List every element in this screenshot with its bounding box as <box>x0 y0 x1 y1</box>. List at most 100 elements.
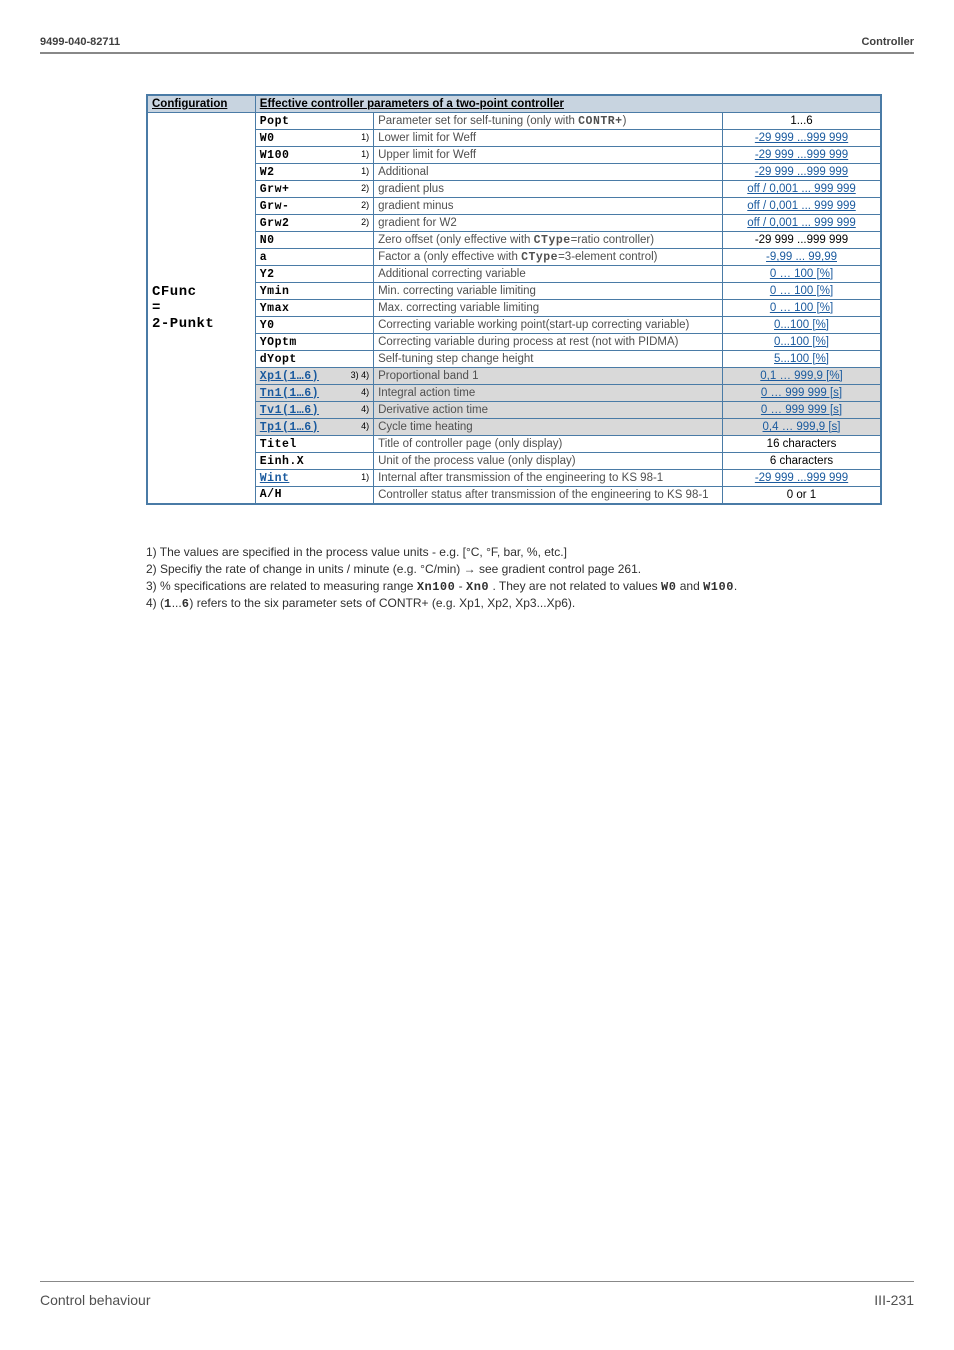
param-footnote-ref: 1) <box>361 472 369 482</box>
desc-cell: gradient for W2 <box>374 215 723 232</box>
param-footnote-ref: 4) <box>361 387 369 397</box>
param-code: Wint <box>260 472 290 485</box>
range-cell: -29 999 ...999 999 <box>723 470 881 487</box>
param-code: a <box>260 251 267 264</box>
range-cell: 0 … 100 [%] <box>723 300 881 317</box>
param-code: W0 <box>260 132 275 145</box>
param-code: dYopt <box>260 353 297 366</box>
param-code: Y0 <box>260 319 275 332</box>
param-cell: Wint 1) <box>255 470 373 487</box>
desc-cell: Upper limit for Weff <box>374 147 723 164</box>
param-code: W2 <box>260 166 275 179</box>
config-label-line: CFunc <box>152 284 251 300</box>
desc-cell: Max. correcting variable limiting <box>374 300 723 317</box>
note-4: 4) (1...6) refers to the six parameter s… <box>146 595 882 613</box>
desc-cell: Derivative action time <box>374 402 723 419</box>
param-code: Einh.X <box>260 455 304 468</box>
table-row: Y2Additional correcting variable0 … 100 … <box>147 266 881 283</box>
param-cell: Y0 <box>255 317 373 334</box>
header-left: 9499-040-82711 <box>40 36 120 48</box>
table-row: TitelTitle of controller page (only disp… <box>147 436 881 453</box>
page-footer: Control behaviour III-231 <box>40 1292 914 1308</box>
range-cell: 5...100 [%] <box>723 351 881 368</box>
param-code: Xp1(1…6) <box>260 370 319 383</box>
param-cell: Y2 <box>255 266 373 283</box>
desc-cell: Controller status after transmission of … <box>374 487 723 504</box>
param-cell: Tn1(1…6) 4) <box>255 385 373 402</box>
desc-cell: gradient plus <box>374 181 723 198</box>
footer-rule <box>40 1281 914 1282</box>
range-cell: off / 0,001 ... 999 999 <box>723 215 881 232</box>
range-cell: -29 999 ...999 999 <box>723 232 881 249</box>
table-row: YminMin. correcting variable limiting0 …… <box>147 283 881 300</box>
param-footnote-ref: 2) <box>361 183 369 193</box>
th-configuration: Configuration <box>147 95 255 113</box>
param-cell: Titel <box>255 436 373 453</box>
param-cell: Grw- 2) <box>255 198 373 215</box>
note-1: 1) The values are specified in the proce… <box>146 544 882 561</box>
table-row: N0Zero offset (only effective with CType… <box>147 232 881 249</box>
th-parameters: Effective controller parameters of a two… <box>255 95 881 113</box>
table-row: YOptm Correcting variable during process … <box>147 334 881 351</box>
range-cell: -29 999 ...999 999 <box>723 164 881 181</box>
table-row: Tn1(1…6) 4)Integral action time0 … 999 9… <box>147 385 881 402</box>
desc-cell: Unit of the process value (only display) <box>374 453 723 470</box>
desc-cell: Zero offset (only effective with CType=r… <box>374 232 723 249</box>
desc-cell: Title of controller page (only display) <box>374 436 723 453</box>
desc-cell: Internal after transmission of the engin… <box>374 470 723 487</box>
config-label-line: 2-Punkt <box>152 316 251 332</box>
desc-cell: Factor a (only effective with CType=3-el… <box>374 249 723 266</box>
param-code: W100 <box>260 149 290 162</box>
config-label-line: = <box>152 300 251 316</box>
controller-params-table: Configuration Effective controller param… <box>146 94 882 505</box>
param-cell: Grw+ 2) <box>255 181 373 198</box>
desc-cell: gradient minus <box>374 198 723 215</box>
config-cell: CFunc=2-Punkt <box>147 113 255 504</box>
note-3: 3) % specifications are related to measu… <box>146 578 882 596</box>
param-code: Popt <box>260 115 290 128</box>
header-rule <box>40 52 914 54</box>
range-cell: 0 … 999 999 [s] <box>723 402 881 419</box>
range-cell: 0 … 100 [%] <box>723 266 881 283</box>
desc-cell: Integral action time <box>374 385 723 402</box>
table-row: dYopt Self-tuning step change height5...1… <box>147 351 881 368</box>
range-cell: 16 characters <box>723 436 881 453</box>
range-cell: 1...6 <box>723 113 881 130</box>
param-footnote-ref: 1) <box>361 132 369 142</box>
param-cell: YOptm <box>255 334 373 351</box>
range-cell: -29 999 ...999 999 <box>723 147 881 164</box>
param-cell: Ymax <box>255 300 373 317</box>
param-code: YOptm <box>260 336 297 349</box>
table-row: Einh.X Unit of the process value (only di… <box>147 453 881 470</box>
desc-cell: Additional <box>374 164 723 181</box>
desc-cell: Parameter set for self-tuning (only with… <box>374 113 723 130</box>
footer-right: III-231 <box>874 1292 914 1308</box>
desc-cell: Cycle time heating <box>374 419 723 436</box>
param-cell: Tv1(1…6) 4) <box>255 402 373 419</box>
range-cell: 0,1 … 999,9 [%] <box>723 368 881 385</box>
table-row: A/H Controller status after transmission … <box>147 487 881 504</box>
range-cell: 6 characters <box>723 453 881 470</box>
param-code: Ymax <box>260 302 290 315</box>
param-cell: Tp1(1…6) 4) <box>255 419 373 436</box>
param-cell: N0 <box>255 232 373 249</box>
table-row: Ymax Max. correcting variable limiting0 …… <box>147 300 881 317</box>
table-row: W2 1)Additional-29 999 ...999 999 <box>147 164 881 181</box>
desc-cell: Min. correcting variable limiting <box>374 283 723 300</box>
param-cell: W100 1) <box>255 147 373 164</box>
param-cell: A/H <box>255 487 373 504</box>
table-row: Grw+ 2)gradient plusoff / 0,001 ... 999 … <box>147 181 881 198</box>
table-row: Y0Correcting variable working point(star… <box>147 317 881 334</box>
table-row: Grw- 2)gradient minusoff / 0,001 ... 999… <box>147 198 881 215</box>
desc-cell: Lower limit for Weff <box>374 130 723 147</box>
desc-cell: Self-tuning step change height <box>374 351 723 368</box>
param-code: Tp1(1…6) <box>260 421 319 434</box>
param-code: A/H <box>260 488 282 501</box>
param-footnote-ref: 2) <box>361 217 369 227</box>
desc-cell: Proportional band 1 <box>374 368 723 385</box>
desc-cell: Correcting variable during process at re… <box>374 334 723 351</box>
footer-left: Control behaviour <box>40 1292 151 1308</box>
param-footnote-ref: 2) <box>361 200 369 210</box>
param-code: Grw- <box>260 200 290 213</box>
param-code: Grw+ <box>260 183 290 196</box>
